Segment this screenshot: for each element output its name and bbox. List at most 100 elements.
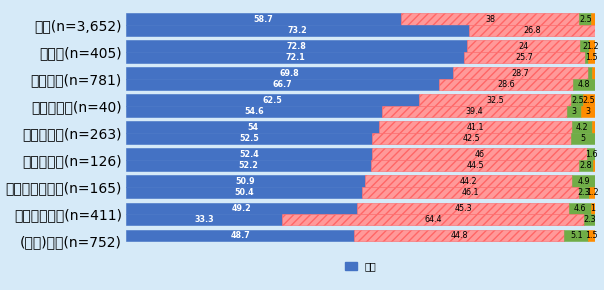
Bar bbox=[365, 175, 572, 187]
Text: 28.6: 28.6 bbox=[497, 80, 515, 89]
Text: 49.2: 49.2 bbox=[231, 204, 251, 213]
Bar bbox=[469, 25, 595, 37]
Bar bbox=[372, 148, 588, 160]
Bar bbox=[580, 40, 590, 52]
Text: 2.3: 2.3 bbox=[583, 215, 596, 224]
Text: 54: 54 bbox=[247, 123, 258, 132]
Bar bbox=[579, 187, 590, 198]
Text: 2.5: 2.5 bbox=[583, 96, 596, 105]
Text: 73.2: 73.2 bbox=[288, 26, 307, 35]
Text: 2.3: 2.3 bbox=[577, 188, 590, 197]
Bar bbox=[572, 175, 595, 187]
Bar bbox=[371, 160, 579, 171]
Bar bbox=[584, 214, 595, 226]
Text: 2.5: 2.5 bbox=[571, 96, 583, 105]
Text: 52.2: 52.2 bbox=[239, 161, 259, 170]
Text: 39.4: 39.4 bbox=[466, 107, 483, 116]
Text: 1.5: 1.5 bbox=[585, 53, 598, 62]
Bar bbox=[565, 229, 588, 241]
Text: 5: 5 bbox=[580, 134, 586, 143]
Text: 45.3: 45.3 bbox=[454, 204, 472, 213]
Bar bbox=[572, 122, 592, 133]
Bar bbox=[126, 13, 401, 25]
Text: 2.8: 2.8 bbox=[580, 161, 593, 170]
Text: 1.2: 1.2 bbox=[586, 41, 599, 50]
Bar bbox=[567, 106, 581, 117]
Text: 3: 3 bbox=[571, 107, 576, 116]
Bar bbox=[588, 52, 595, 64]
Bar bbox=[571, 133, 595, 144]
Bar bbox=[591, 202, 596, 214]
Text: 4.2: 4.2 bbox=[576, 123, 588, 132]
Text: 33.3: 33.3 bbox=[194, 215, 214, 224]
Text: 44.8: 44.8 bbox=[451, 231, 468, 240]
Text: 50.4: 50.4 bbox=[234, 188, 254, 197]
Text: 28.7: 28.7 bbox=[512, 69, 530, 78]
Bar bbox=[590, 187, 595, 198]
Text: 72.8: 72.8 bbox=[287, 41, 307, 50]
Text: 1.5: 1.5 bbox=[586, 231, 598, 240]
Text: 1.2: 1.2 bbox=[586, 188, 599, 197]
Bar bbox=[583, 95, 595, 106]
Text: 2.5: 2.5 bbox=[579, 14, 592, 23]
Text: 58.7: 58.7 bbox=[254, 14, 274, 23]
Bar bbox=[581, 106, 595, 117]
Text: 1.6: 1.6 bbox=[585, 150, 597, 159]
Bar bbox=[579, 160, 593, 171]
Text: 42.5: 42.5 bbox=[463, 134, 481, 143]
Text: 1: 1 bbox=[591, 204, 596, 213]
Bar bbox=[355, 229, 565, 241]
Text: 52.4: 52.4 bbox=[239, 150, 259, 159]
Bar bbox=[126, 52, 464, 64]
Bar bbox=[585, 52, 588, 64]
Text: 69.8: 69.8 bbox=[280, 69, 300, 78]
Text: 64.4: 64.4 bbox=[425, 215, 442, 224]
Text: 50.9: 50.9 bbox=[236, 177, 255, 186]
Text: 44.2: 44.2 bbox=[460, 177, 477, 186]
Bar bbox=[357, 202, 569, 214]
Bar bbox=[571, 95, 583, 106]
Bar bbox=[379, 122, 572, 133]
Bar bbox=[126, 106, 382, 117]
Bar bbox=[454, 68, 588, 79]
Text: 3: 3 bbox=[585, 107, 590, 116]
Bar bbox=[126, 79, 439, 90]
Bar bbox=[588, 229, 596, 241]
Text: 38: 38 bbox=[486, 14, 495, 23]
Bar bbox=[362, 187, 579, 198]
Bar bbox=[126, 160, 371, 171]
Bar bbox=[126, 229, 355, 241]
Bar bbox=[126, 187, 362, 198]
Text: 5.1: 5.1 bbox=[570, 231, 583, 240]
Bar bbox=[464, 52, 585, 64]
Text: 62.5: 62.5 bbox=[263, 96, 283, 105]
Bar bbox=[382, 106, 567, 117]
Bar bbox=[401, 13, 579, 25]
Text: 66.7: 66.7 bbox=[272, 80, 292, 89]
Bar bbox=[126, 25, 469, 37]
Bar bbox=[569, 202, 591, 214]
Bar bbox=[590, 40, 595, 52]
Text: 24: 24 bbox=[519, 41, 528, 50]
Bar bbox=[126, 148, 372, 160]
Bar bbox=[126, 214, 282, 226]
Text: 41.1: 41.1 bbox=[467, 123, 484, 132]
Bar bbox=[282, 214, 584, 226]
Bar bbox=[126, 68, 454, 79]
Text: 4.8: 4.8 bbox=[578, 80, 590, 89]
Bar bbox=[592, 68, 595, 79]
Bar bbox=[593, 160, 595, 171]
Bar bbox=[588, 148, 595, 160]
Bar bbox=[419, 95, 571, 106]
Text: 2: 2 bbox=[582, 41, 587, 50]
Text: 4.9: 4.9 bbox=[577, 177, 590, 186]
Bar bbox=[126, 133, 372, 144]
Text: 48.7: 48.7 bbox=[230, 231, 250, 240]
Bar bbox=[579, 13, 591, 25]
Text: 46.1: 46.1 bbox=[461, 188, 479, 197]
Text: 46: 46 bbox=[475, 150, 484, 159]
Legend: 拡大: 拡大 bbox=[341, 258, 380, 275]
Bar bbox=[126, 122, 379, 133]
Bar bbox=[126, 40, 467, 52]
Bar bbox=[592, 122, 596, 133]
